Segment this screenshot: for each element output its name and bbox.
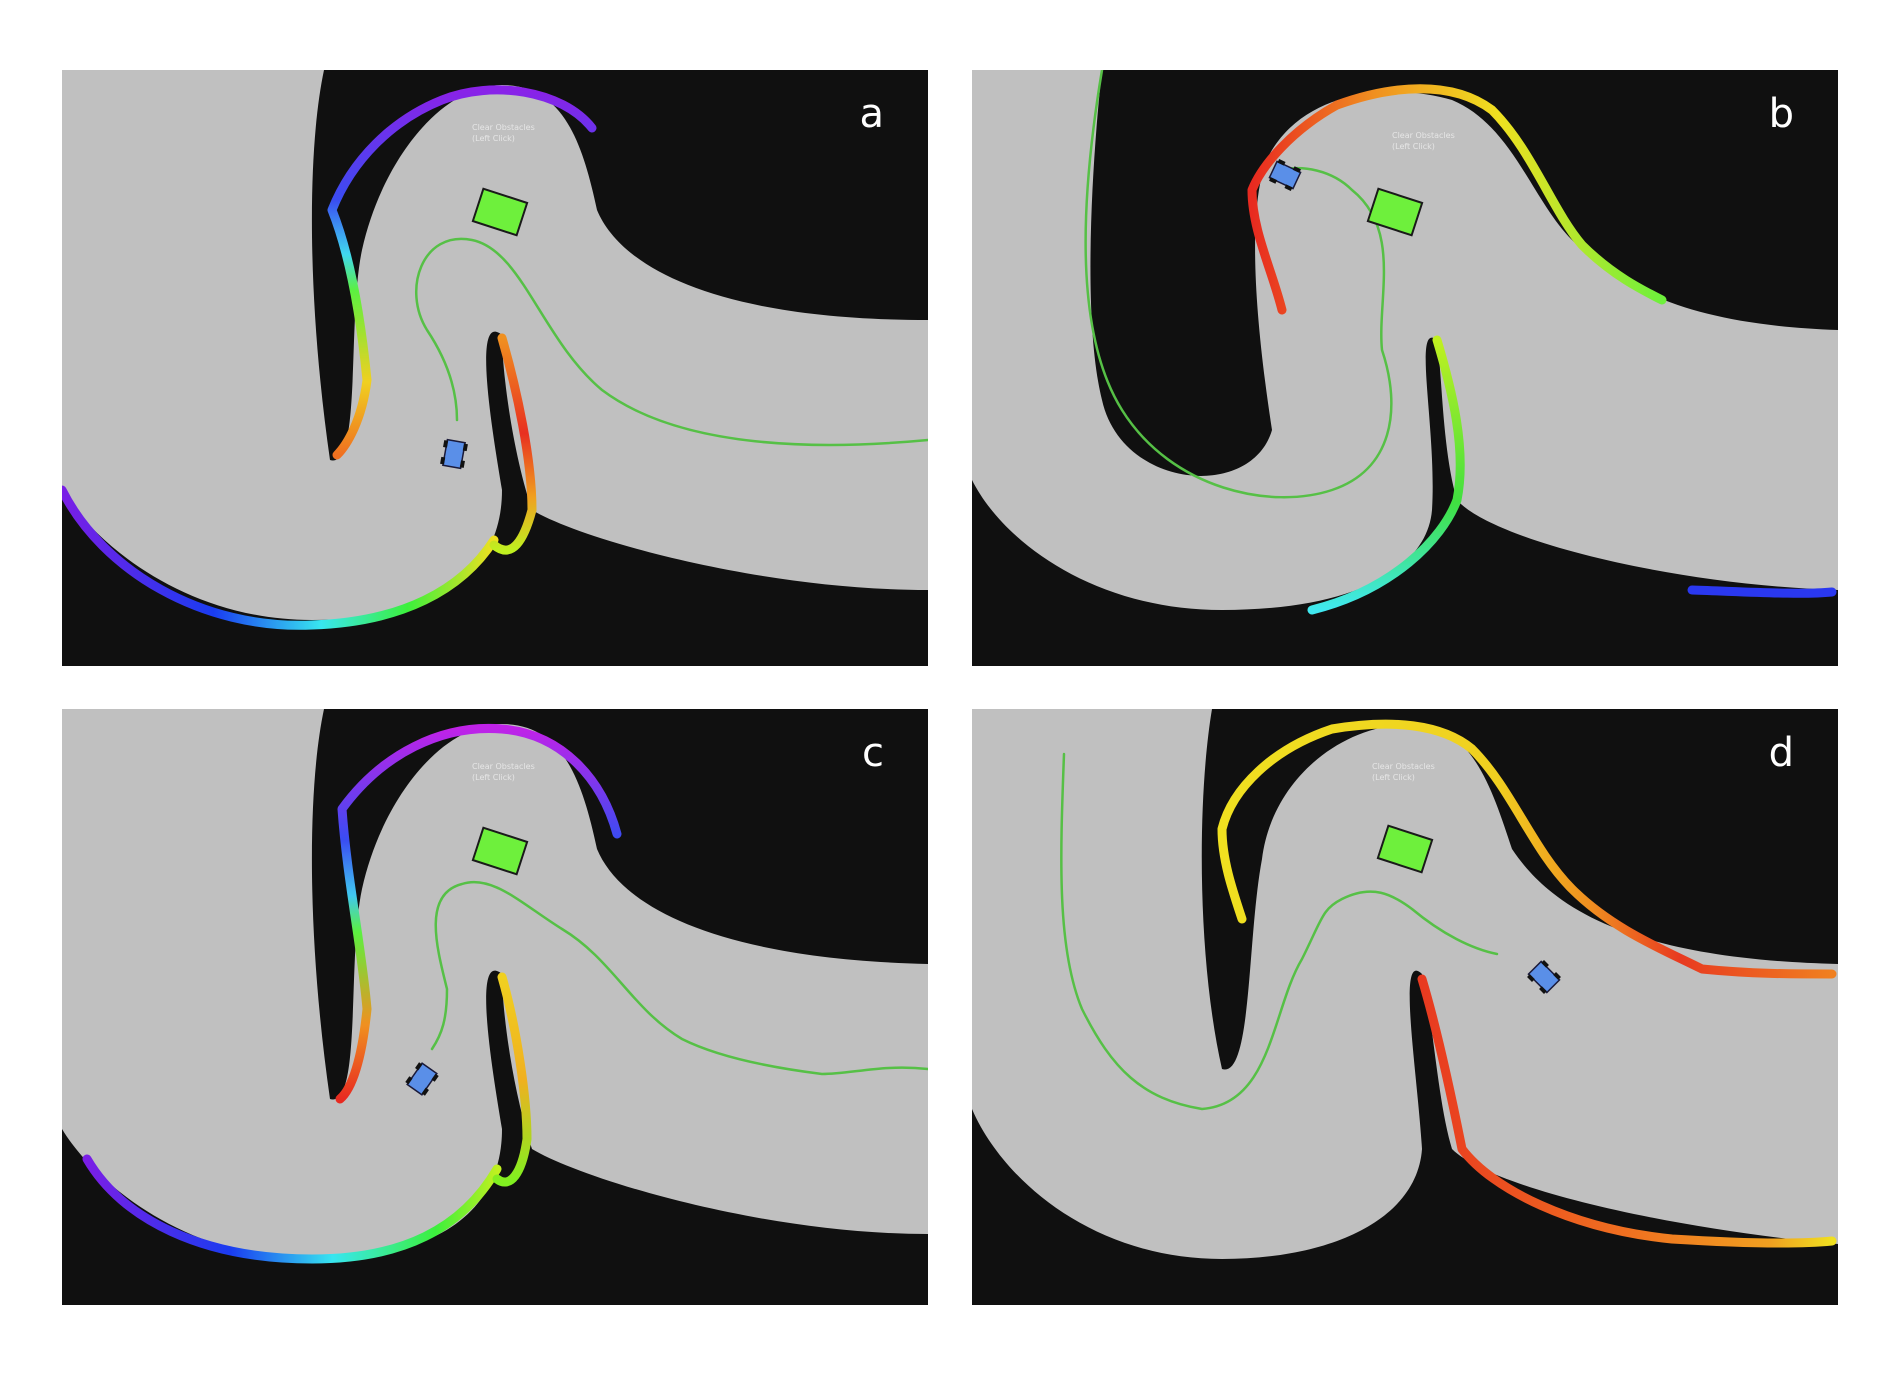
panel-label: d [1768, 730, 1794, 776]
planned-path-c [430, 880, 928, 1076]
clear-obstacles-hint[interactable]: Clear Obstacles (Left Click) [472, 123, 535, 143]
panel-a: Clear Obstacles (Left Click) a [62, 70, 928, 666]
map-view-a[interactable] [62, 70, 928, 666]
map-view-b[interactable] [972, 70, 1838, 666]
goal-marker-icon [471, 187, 529, 237]
panel-b: Clear Obstacles (Left Click) b [972, 70, 1838, 666]
robot-icon [440, 438, 468, 470]
clear-obstacles-hint[interactable]: Clear Obstacles (Left Click) [472, 762, 535, 782]
map-view-d[interactable] [972, 709, 1838, 1305]
detected-edge-far-b [1687, 585, 1837, 598]
map-view-c[interactable] [62, 709, 928, 1305]
robot-icon [1268, 159, 1302, 191]
detected-edge-upper-b [1247, 84, 1667, 315]
detected-edge-inner-a [489, 333, 537, 555]
goal-marker-icon [1366, 187, 1424, 237]
track-a [62, 70, 928, 620]
track-c [62, 709, 928, 1259]
clear-obstacles-hint[interactable]: Clear Obstacles (Left Click) [1392, 131, 1455, 151]
planned-path-a [415, 237, 928, 447]
robot-icon [1527, 960, 1561, 994]
detected-edge-upper-c [335, 723, 622, 1104]
clear-obstacles-hint[interactable]: Clear Obstacles (Left Click) [1372, 762, 1435, 782]
panel-label: c [862, 730, 884, 776]
detected-edge-upper-a [327, 85, 597, 460]
detected-edge-inner-d [1417, 974, 1837, 1248]
track-d [972, 709, 1838, 1259]
detected-edge-upper-d [1217, 719, 1837, 979]
panel-label: a [859, 91, 884, 137]
robot-icon [405, 1062, 439, 1096]
track-b [972, 70, 1838, 610]
detected-edge-lower-a [62, 485, 499, 630]
panel-d: Clear Obstacles (Left Click) d [972, 709, 1838, 1305]
goal-marker-icon [471, 826, 529, 876]
detected-edge-inner-c [492, 972, 532, 1187]
detected-edge-lower-c [82, 1154, 502, 1264]
panel-c: Clear Obstacles (Left Click) c [62, 709, 928, 1305]
goal-marker-icon [1376, 824, 1434, 874]
planned-path-b [1084, 70, 1393, 499]
panel-label: b [1768, 91, 1794, 137]
detected-edge-inner-b [1307, 335, 1465, 615]
planned-path-d [1060, 752, 1499, 1111]
